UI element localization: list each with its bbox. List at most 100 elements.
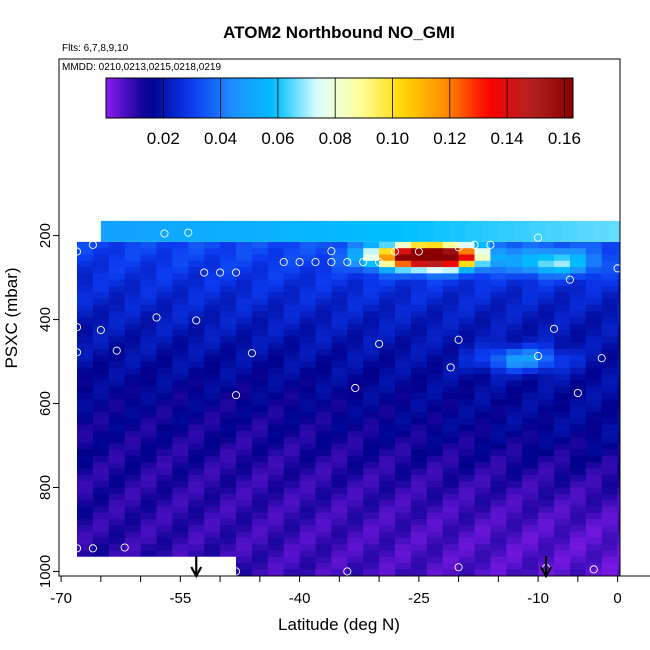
heatmap-cell xyxy=(236,506,253,514)
heatmap-cell xyxy=(172,544,189,552)
heatmap-cell xyxy=(506,380,523,388)
heatmap-cell xyxy=(347,424,364,432)
heatmap-cell xyxy=(569,348,587,356)
heatmap-cell xyxy=(251,399,269,407)
heatmap-cell xyxy=(172,298,189,306)
y-axis-label: PSXC (mbar) xyxy=(2,267,21,368)
heatmap-cell xyxy=(458,304,476,312)
heatmap-cell xyxy=(474,248,491,256)
heatmap-cell xyxy=(426,304,444,312)
heatmap-cell xyxy=(554,336,571,344)
heatmap-cell xyxy=(236,518,253,526)
heatmap-cell xyxy=(410,361,428,369)
heatmap-cell xyxy=(442,443,460,451)
heatmap-cell xyxy=(634,393,650,400)
heatmap-cell xyxy=(283,380,301,388)
observation-point xyxy=(311,257,320,267)
heatmap-cell xyxy=(124,386,142,394)
heatmap-cell xyxy=(236,544,253,552)
heatmap-cell xyxy=(554,462,571,470)
heatmap-cell xyxy=(92,518,110,526)
heatmap-cell xyxy=(458,556,476,564)
heatmap-cell xyxy=(156,550,173,558)
heatmap-cell xyxy=(410,569,428,576)
heatmap-cell xyxy=(204,241,221,249)
heatmap-cell xyxy=(426,512,444,520)
upper-band-cell xyxy=(434,220,452,242)
heatmap-cell xyxy=(251,374,269,382)
heatmap-cell xyxy=(331,267,348,274)
heatmap-cell xyxy=(490,405,507,413)
heatmap-cell xyxy=(617,241,620,249)
heatmap-cell xyxy=(458,260,476,268)
observation-point xyxy=(184,228,193,237)
heatmap-cell xyxy=(124,487,142,495)
heatmap-cell xyxy=(315,563,332,570)
heatmap-cell xyxy=(251,323,269,331)
heatmap-cell xyxy=(283,241,301,249)
heatmap-cell xyxy=(156,405,173,413)
heatmap-cell xyxy=(538,399,555,407)
heatmap-cell xyxy=(442,317,460,325)
heatmap-cell xyxy=(490,418,507,426)
heatmap-cell xyxy=(442,512,460,520)
heatmap-cell xyxy=(395,462,412,470)
observation-point xyxy=(231,268,241,277)
heatmap-cell xyxy=(522,273,539,281)
heatmap-cell xyxy=(601,336,619,344)
heatmap-cell xyxy=(490,260,507,268)
heatmap-cell xyxy=(458,292,476,300)
heatmap-cell xyxy=(506,336,523,344)
heatmap-cell xyxy=(108,330,126,337)
heatmap-cell xyxy=(395,386,412,394)
heatmap-cell xyxy=(395,424,412,432)
heatmap-cell xyxy=(410,487,428,495)
heatmap-cell xyxy=(410,273,428,281)
heatmap-cell xyxy=(267,500,285,507)
heatmap-cell xyxy=(299,336,317,344)
heatmap-cell xyxy=(490,563,507,570)
heatmap-cell xyxy=(283,424,301,432)
heatmap-cell xyxy=(140,430,158,438)
heatmap-cell xyxy=(220,336,237,344)
heatmap-cell xyxy=(77,512,94,520)
heatmap-cell xyxy=(634,487,650,494)
heatmap-cell xyxy=(379,556,396,564)
heatmap-cell xyxy=(267,449,285,457)
heatmap-cell xyxy=(585,500,603,507)
heatmap-cell xyxy=(458,430,476,438)
heatmap-cell xyxy=(490,462,507,470)
heatmap-cell xyxy=(124,449,142,457)
heatmap-cell xyxy=(569,569,587,576)
heatmap-cell xyxy=(585,487,603,495)
heatmap-cell xyxy=(554,273,571,281)
heatmap-cell xyxy=(585,468,603,476)
heatmap-cell xyxy=(92,323,110,331)
heatmap-cell xyxy=(554,518,571,526)
heatmap-cell xyxy=(251,525,269,533)
heatmap-cell xyxy=(585,342,603,350)
heatmap-cell xyxy=(474,348,491,356)
y-tick-label: 800 xyxy=(37,475,54,500)
heatmap-cell xyxy=(426,367,444,375)
heatmap-cell xyxy=(77,273,94,281)
heatmap-cell xyxy=(315,367,332,375)
heatmap-cell xyxy=(585,550,603,558)
x-tick-label: -40 xyxy=(289,590,311,607)
heatmap-cell xyxy=(188,411,205,419)
heatmap-cell xyxy=(92,311,110,319)
heatmap-cell xyxy=(426,537,444,545)
heatmap-cell xyxy=(188,279,205,287)
heatmap-cell xyxy=(124,512,142,520)
heatmap-cell xyxy=(442,374,460,382)
heatmap-cell xyxy=(490,399,507,407)
heatmap-cell xyxy=(569,267,587,274)
heatmap-cell xyxy=(474,342,491,350)
observation-point xyxy=(454,335,463,344)
heatmap-cell xyxy=(156,298,173,306)
heatmap-cell xyxy=(617,304,620,312)
heatmap-cell xyxy=(140,537,158,545)
heatmap-cell xyxy=(188,443,205,451)
upper-band-cell xyxy=(243,220,261,242)
heatmap-cell xyxy=(634,425,650,432)
